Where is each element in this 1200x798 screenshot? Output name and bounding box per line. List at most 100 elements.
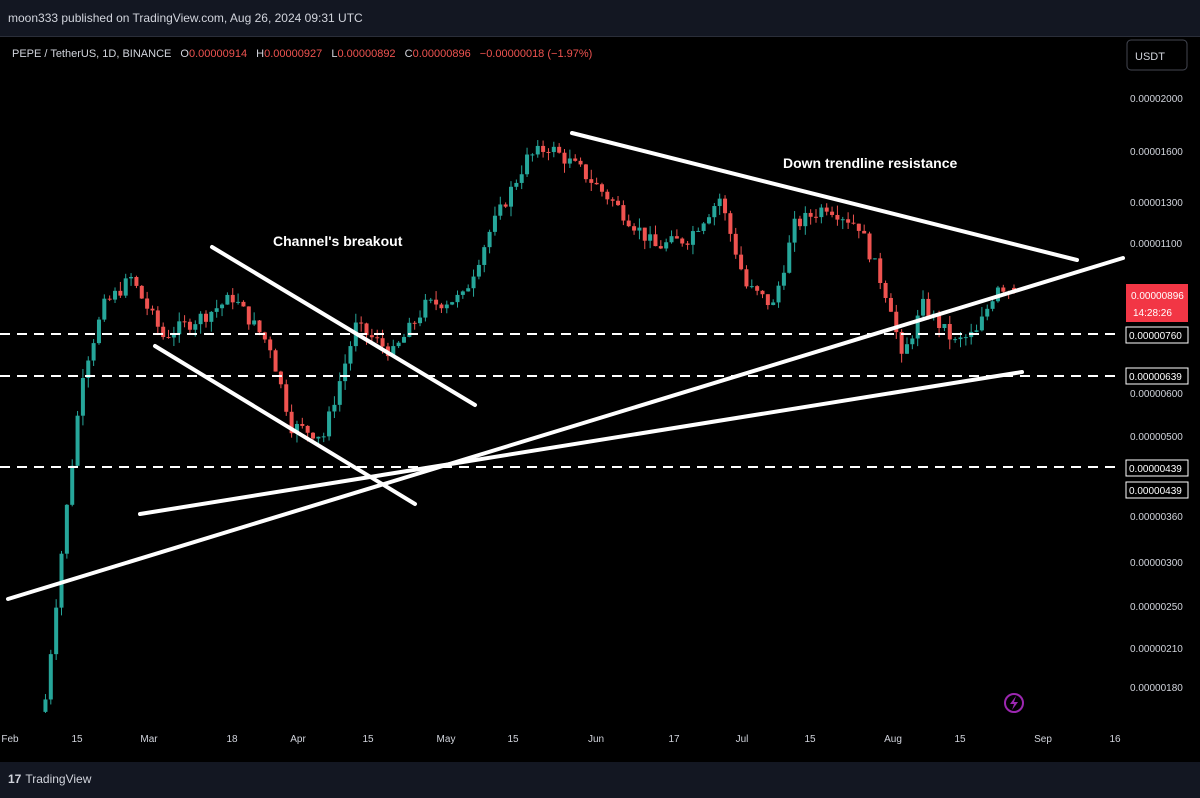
candle [134,276,139,286]
candle [284,384,289,412]
candle [947,323,952,340]
candle [915,315,920,339]
candle [979,316,984,331]
channel-upper-line [210,245,477,407]
currency-button[interactable]: USDT [1126,39,1188,71]
date-label: Jul [736,734,749,745]
candle [48,654,53,700]
candle [428,299,433,301]
candle [187,321,192,330]
candle [492,215,497,232]
candle [75,415,80,466]
candle [781,272,786,286]
candle [867,233,872,260]
price-label: 0.00000500 [1130,432,1183,443]
candle [594,182,599,185]
candle [573,158,578,161]
level-label: 0.00000639 [1129,372,1182,383]
date-label: Aug [884,734,902,745]
price-chart[interactable]: PEPE / TetherUS, 1D, BINANCE O0.00000914… [0,37,1200,762]
candle [161,326,166,338]
price-label: 0.00000250 [1130,602,1183,613]
date-label: May [437,734,456,745]
candle [953,339,958,341]
candle [937,313,942,329]
tradingview-logo[interactable]: 17 TradingView [8,772,91,786]
candle [460,291,465,295]
candle [787,242,792,273]
time-axis: Feb 15 Mar 18 Apr 15 May 15 Jun 17 Jul 1… [1,734,1121,745]
candle [819,207,824,218]
price-label: 0.00000210 [1130,644,1183,655]
candle [578,160,583,165]
candle [332,404,337,412]
candle [904,344,909,354]
candle [541,145,546,152]
candle [921,298,926,316]
candle [583,164,588,180]
candle [241,301,246,307]
candle [439,304,444,309]
level-label: 0.00000439 [1129,486,1182,497]
level-label: 0.00000439 [1129,464,1182,475]
candle [214,308,219,312]
candle [974,330,979,332]
candle [423,299,428,318]
flash-icon[interactable] [1004,693,1024,713]
candle [808,212,813,217]
candle [669,236,674,243]
candle [712,206,717,218]
legend-high: 0.00000927 [264,48,322,60]
candle [610,199,615,201]
candle [80,378,85,416]
trendlines[interactable] [6,131,1125,601]
candle [498,204,503,216]
candle [696,230,701,232]
legend-symbol: PEPE / TetherUS, 1D, BINANCE [12,48,171,60]
candle [733,233,738,255]
candle [70,465,75,505]
legend-change: −0.00000018 (−1.97%) [480,48,593,60]
candle [86,360,91,379]
candle [872,258,877,260]
candle [744,269,749,287]
chart-area[interactable]: PEPE / TetherUS, 1D, BINANCE O0.00000914… [0,37,1200,762]
candle [91,343,96,361]
candle [530,154,535,156]
price-label: 0.00001300 [1130,198,1183,209]
price-label: 0.00002000 [1130,94,1183,105]
candle [203,313,208,322]
candle [364,323,369,336]
candle [294,424,299,434]
candle [626,220,631,227]
candle [616,200,621,206]
current-price-tag: 0.00000896 14:28:26 [1126,284,1188,322]
currency-label: USDT [1135,51,1165,63]
candle [1001,287,1006,292]
candle [262,332,267,340]
candle [252,320,257,325]
level-label: 0.00000760 [1129,331,1182,342]
candle [990,301,995,309]
candle [54,607,59,655]
candle [311,432,316,439]
price-label: 0.00000360 [1130,512,1183,523]
price-label: 0.00000180 [1130,683,1183,694]
publish-info: moon333 published on TradingView.com, Au… [8,11,363,25]
header-bar: moon333 published on TradingView.com, Au… [0,0,1200,37]
footer-brand: TradingView [25,772,92,786]
candle [765,294,770,306]
candle [878,258,883,283]
candle [856,223,861,231]
candle [434,299,439,305]
candle [797,218,802,227]
date-label: 16 [1109,734,1121,745]
candle [455,294,460,303]
candle [803,212,808,227]
candle [776,285,781,303]
candle [685,243,690,245]
candle [846,219,851,223]
candle [525,154,530,175]
candle [653,234,658,247]
candle [289,411,294,434]
